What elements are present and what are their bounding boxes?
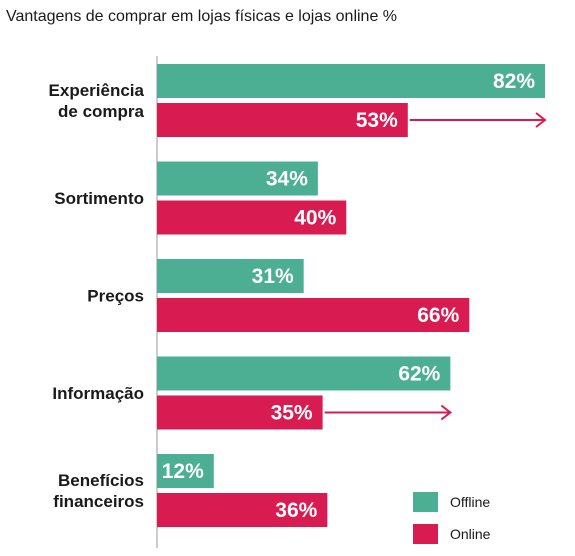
category-label: Informação <box>52 384 144 403</box>
data-label: 62% <box>398 363 440 386</box>
data-label: 82% <box>493 70 535 93</box>
legend-label-online: Online <box>450 526 491 542</box>
data-label: 34% <box>266 168 308 191</box>
bar-online <box>157 200 347 235</box>
bar-online <box>157 298 470 332</box>
bar-online <box>157 395 323 430</box>
data-label: 35% <box>271 402 313 425</box>
bar-online <box>157 493 328 527</box>
data-label: 31% <box>252 265 294 288</box>
category-label: de compra <box>58 102 145 121</box>
arrow-head <box>535 112 547 128</box>
bar-offline <box>157 64 545 98</box>
legend-label-offline: Offline <box>450 494 490 510</box>
bar-online <box>157 103 408 137</box>
legend-swatch-offline <box>413 492 438 512</box>
chart-title: Vantagens de comprar em lojas físicas e … <box>6 8 398 25</box>
data-label: 40% <box>294 207 336 230</box>
data-label: 12% <box>162 460 204 483</box>
bar-offline <box>157 356 451 391</box>
category-label: Sortimento <box>54 189 144 208</box>
bar-offline <box>157 454 214 488</box>
legend-swatch-online <box>413 524 438 544</box>
arrow-head <box>440 404 452 421</box>
bar-offline <box>157 259 304 293</box>
data-label: 36% <box>275 499 317 522</box>
category-label: financeiros <box>53 492 144 511</box>
legend: Offline Online <box>413 492 491 544</box>
bar-offline <box>157 161 318 196</box>
category-label: Benefícios <box>58 471 144 490</box>
bars-layer: Experiência de compra 82% 53% Sortimento 34% 4… <box>49 64 547 527</box>
data-label: 53% <box>356 109 398 132</box>
data-label: 66% <box>417 304 459 327</box>
category-label: Experiência <box>49 81 145 100</box>
category-label: Preços <box>87 287 144 306</box>
